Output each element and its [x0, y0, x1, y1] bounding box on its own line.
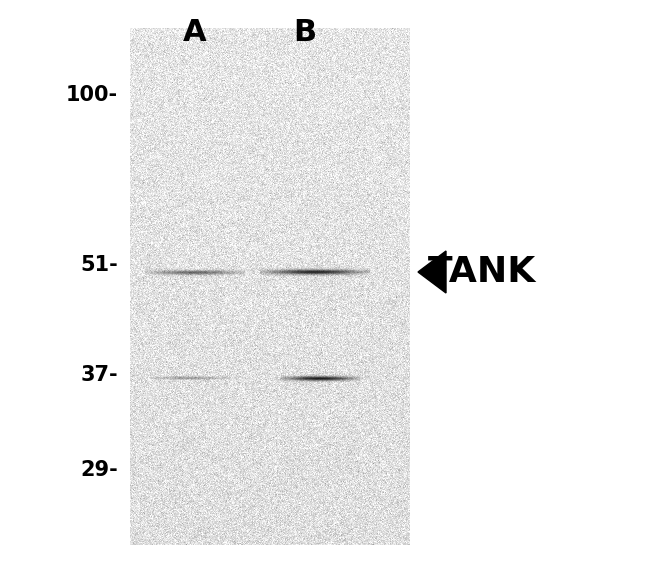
Text: 37-: 37- — [81, 365, 118, 385]
Text: 51-: 51- — [80, 255, 118, 275]
Text: 29-: 29- — [80, 460, 118, 480]
Text: A: A — [183, 18, 207, 47]
Text: TANK: TANK — [428, 255, 536, 289]
Polygon shape — [418, 251, 446, 293]
Text: B: B — [293, 18, 317, 47]
Text: 100-: 100- — [66, 85, 118, 105]
